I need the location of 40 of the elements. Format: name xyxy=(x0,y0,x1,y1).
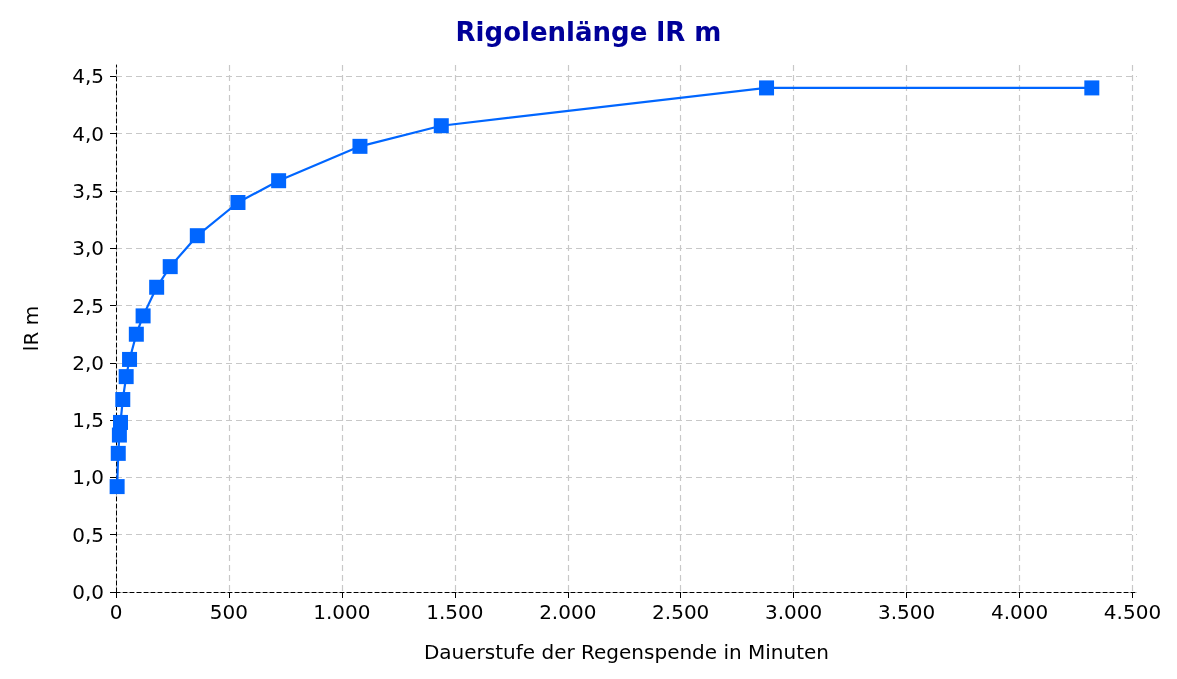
x-tick-label: 1.000 xyxy=(313,600,371,624)
point xyxy=(230,194,246,210)
y-tick-label: 2,5 xyxy=(72,293,104,318)
point xyxy=(433,118,449,134)
y-tick-label: 1,5 xyxy=(72,408,104,433)
point xyxy=(128,326,144,342)
point xyxy=(1084,80,1100,96)
point xyxy=(189,228,205,244)
point xyxy=(109,479,125,495)
point xyxy=(122,351,138,367)
point xyxy=(149,279,165,295)
y-axis-title: lR m xyxy=(19,305,43,352)
x-tick-label: 1.500 xyxy=(426,600,484,624)
x-tick-label: 500 xyxy=(209,600,249,624)
x-tick-label: 0 xyxy=(109,600,123,624)
x-tick-label: 4.000 xyxy=(990,600,1049,624)
chart-title: Rigolenlänge lR m xyxy=(455,17,722,47)
point xyxy=(115,392,131,408)
y-tick-label: 0,5 xyxy=(72,522,104,547)
y-tick-label: 4,0 xyxy=(72,121,104,146)
point xyxy=(162,259,178,275)
x-tick-label: 4.500 xyxy=(1103,600,1162,624)
point xyxy=(759,80,775,96)
point xyxy=(110,445,126,461)
y-tick-label: 4,5 xyxy=(72,64,104,89)
point xyxy=(118,369,134,385)
x-tick-label: 3.500 xyxy=(877,600,936,624)
y-tick-label: 2,0 xyxy=(72,350,104,375)
y-tick-label: 3,5 xyxy=(72,179,104,204)
y-tick-label: 3,0 xyxy=(72,236,104,261)
x-tick-label: 2.500 xyxy=(652,600,710,624)
x-axis-title: Dauerstufe der Regenspende in Minuten xyxy=(423,640,830,664)
point xyxy=(113,414,129,430)
point xyxy=(135,308,151,324)
y-tick-label: 0,0 xyxy=(72,580,104,604)
point xyxy=(271,173,287,189)
x-tick-label: 2.000 xyxy=(539,600,597,624)
y-tick-label: 1,0 xyxy=(72,465,104,490)
x-tick-label: 3.000 xyxy=(765,600,823,624)
point xyxy=(352,138,368,154)
